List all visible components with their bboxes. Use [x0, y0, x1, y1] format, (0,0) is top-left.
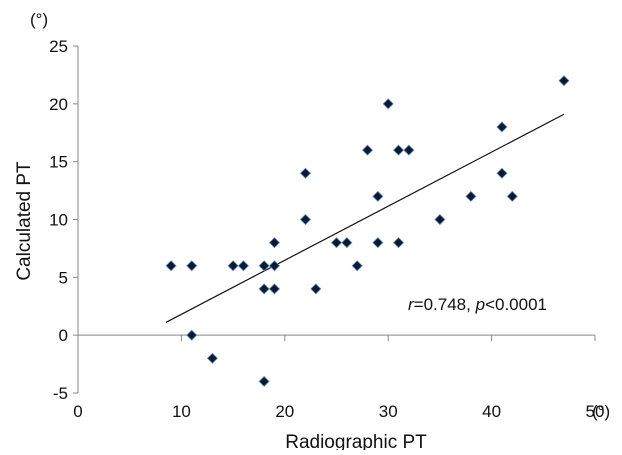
data-point — [372, 190, 384, 202]
points-layer — [165, 75, 570, 387]
x-axis-unit: (°) — [592, 402, 610, 421]
x-tick-label: 10 — [172, 402, 191, 421]
data-point — [506, 190, 518, 202]
data-point — [186, 260, 198, 272]
y-tick-label: 25 — [49, 37, 68, 56]
data-point — [496, 121, 508, 133]
data-point — [341, 237, 353, 249]
data-point — [237, 260, 250, 272]
data-point — [372, 237, 384, 249]
data-point — [434, 213, 446, 226]
data-point — [403, 144, 415, 156]
x-tick-label: 40 — [482, 402, 501, 421]
data-point — [392, 237, 405, 249]
data-point — [186, 329, 198, 341]
data-point — [330, 237, 343, 249]
x-tick-label: 50 — [586, 402, 605, 421]
p-value: <0.0001 — [485, 295, 547, 314]
data-point — [268, 283, 281, 295]
ticks-layer: -5 0 5 10 15 20 25 0 10 20 30 40 50 — [49, 37, 604, 421]
y-tick-label: -5 — [53, 384, 68, 403]
y-axis-title: Calculated PT — [14, 161, 35, 281]
p-symbol: p — [475, 295, 485, 314]
data-point — [351, 260, 363, 272]
y-tick-label: 0 — [59, 326, 68, 345]
data-point — [310, 283, 322, 295]
data-point — [258, 260, 270, 272]
data-point — [299, 167, 312, 179]
y-tick-label: 15 — [49, 153, 68, 172]
data-point — [165, 260, 177, 272]
data-point — [392, 144, 405, 156]
axes-layer — [77, 46, 595, 393]
y-tick-label: 20 — [49, 95, 68, 114]
x-tick-label: 20 — [275, 402, 294, 421]
correlation-annotation: r=0.748, p<0.0001 — [408, 295, 547, 314]
data-point — [268, 260, 281, 272]
data-point — [361, 144, 374, 156]
data-point — [382, 98, 394, 110]
y-tick-label: 5 — [59, 268, 68, 287]
x-tick-label: 30 — [379, 402, 398, 421]
data-point — [258, 375, 270, 387]
data-point — [227, 260, 239, 272]
data-point — [206, 352, 218, 364]
y-axis-unit: (°) — [30, 10, 48, 29]
data-point — [496, 167, 508, 179]
trendline — [165, 113, 565, 323]
r-value: =0.748, — [414, 295, 476, 314]
data-point — [558, 75, 570, 87]
x-tick-label: 0 — [73, 402, 82, 421]
data-point — [465, 190, 477, 202]
data-point — [299, 213, 312, 226]
r-symbol: r — [408, 295, 415, 314]
data-point — [258, 283, 270, 295]
data-point — [268, 237, 281, 249]
y-tick-label: 10 — [49, 211, 68, 230]
x-axis-title: Radiographic PT — [285, 432, 427, 450]
